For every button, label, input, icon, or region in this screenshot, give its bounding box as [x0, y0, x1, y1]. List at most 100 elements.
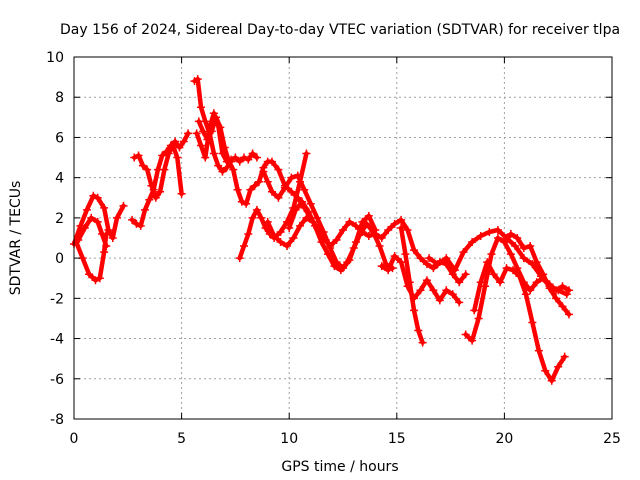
data-point-marker: [287, 173, 296, 182]
data-point-marker: [171, 137, 180, 146]
data-point-marker: [255, 177, 264, 186]
data-point-marker: [433, 260, 442, 269]
data-point-marker: [240, 242, 249, 251]
data-point-marker: [298, 197, 307, 206]
data-point-marker: [91, 276, 100, 285]
data-point-marker: [128, 215, 137, 224]
series-sat-track-f: [192, 76, 234, 174]
data-point-marker: [496, 278, 505, 287]
data-point-marker: [313, 213, 322, 222]
data-point-marker: [397, 223, 406, 232]
data-point-marker: [375, 242, 384, 251]
series-sat-track-j: [261, 169, 378, 271]
data-point-marker: [196, 141, 205, 150]
data-point-marker: [362, 219, 371, 228]
data-point-marker: [138, 161, 147, 170]
data-point-marker: [179, 137, 188, 146]
data-point-marker: [483, 258, 492, 267]
data-point-marker: [259, 167, 268, 176]
y-axis-label: SDTVAR / TECUs: [8, 181, 24, 296]
data-point-marker: [528, 318, 537, 327]
data-point-marker: [345, 217, 354, 226]
data-point-marker: [397, 215, 406, 224]
data-point-marker: [291, 205, 300, 214]
data-point-marker: [519, 244, 528, 253]
y-tick-label: 8: [55, 90, 64, 106]
data-point-marker: [287, 187, 296, 196]
series-sat-track-b: [73, 231, 109, 283]
data-point-marker: [246, 185, 255, 194]
data-point-marker: [526, 286, 535, 295]
data-point-marker: [315, 225, 324, 234]
x-tick-label: 15: [388, 431, 406, 447]
data-point-marker: [476, 231, 485, 240]
data-point-marker: [156, 187, 165, 196]
y-tick-label: -8: [50, 412, 64, 428]
data-point-marker: [511, 242, 520, 251]
data-point-marker: [349, 244, 358, 253]
data-point-marker: [422, 276, 431, 285]
data-point-marker: [229, 165, 238, 174]
data-point-marker: [455, 278, 464, 287]
data-point-marker: [233, 185, 242, 194]
data-point-marker: [401, 250, 410, 259]
data-point-marker: [564, 310, 573, 319]
chart-title: Day 156 of 2024, Sidereal Day-to-day VTE…: [60, 22, 620, 38]
data-point-marker: [235, 157, 244, 166]
data-point-marker: [435, 296, 444, 305]
data-point-marker: [351, 221, 360, 230]
data-point-marker: [547, 376, 556, 385]
y-tick-label: 0: [55, 251, 64, 267]
data-point-marker: [113, 213, 122, 222]
data-point-marker: [248, 213, 257, 222]
data-point-marker: [461, 330, 470, 339]
data-point-marker: [160, 165, 169, 174]
data-point-marker: [276, 227, 285, 236]
data-point-marker: [326, 244, 335, 253]
data-point-marker: [89, 191, 98, 200]
data-point-marker: [85, 270, 94, 279]
data-point-marker: [513, 234, 522, 242]
y-tick-label: -6: [50, 372, 64, 388]
data-point-marker: [554, 362, 563, 371]
data-point-marker: [192, 129, 201, 138]
data-point-marker: [493, 234, 502, 242]
data-point-marker: [528, 260, 537, 269]
grid-layer: [74, 57, 612, 419]
data-point-marker: [384, 225, 393, 234]
data-point-marker: [506, 229, 515, 238]
data-point-marker: [532, 278, 541, 287]
data-point-marker: [216, 123, 225, 132]
x-axis-label: GPS time / hours: [281, 459, 398, 475]
data-point-marker: [304, 207, 313, 216]
data-point-marker: [263, 217, 272, 226]
data-point-marker: [136, 221, 145, 230]
data-point-marker: [509, 266, 518, 275]
data-point-marker: [302, 213, 311, 222]
data-point-marker: [442, 254, 451, 263]
data-point-marker: [468, 238, 477, 247]
data-point-marker: [476, 278, 485, 287]
data-point-marker: [410, 246, 419, 255]
x-tick-label: 25: [603, 431, 621, 447]
data-point-marker: [336, 266, 345, 275]
series-sat-track-a: [71, 193, 126, 247]
data-point-marker: [532, 258, 541, 267]
data-point-marker: [390, 252, 399, 261]
data-point-marker: [102, 242, 111, 251]
data-point-marker: [93, 217, 102, 226]
data-point-marker: [168, 141, 177, 150]
data-point-marker: [141, 205, 150, 214]
data-point-marker: [104, 225, 113, 234]
data-point-marker: [330, 262, 339, 271]
data-point-marker: [235, 254, 244, 263]
data-point-marker: [558, 302, 567, 311]
y-tick-label: -4: [50, 332, 64, 348]
data-point-marker: [416, 286, 425, 295]
data-point-marker: [470, 306, 479, 315]
data-point-marker: [539, 274, 548, 283]
data-point-marker: [177, 189, 186, 198]
data-point-marker: [500, 238, 509, 247]
data-point-marker: [564, 286, 573, 295]
data-point-marker: [143, 165, 152, 174]
